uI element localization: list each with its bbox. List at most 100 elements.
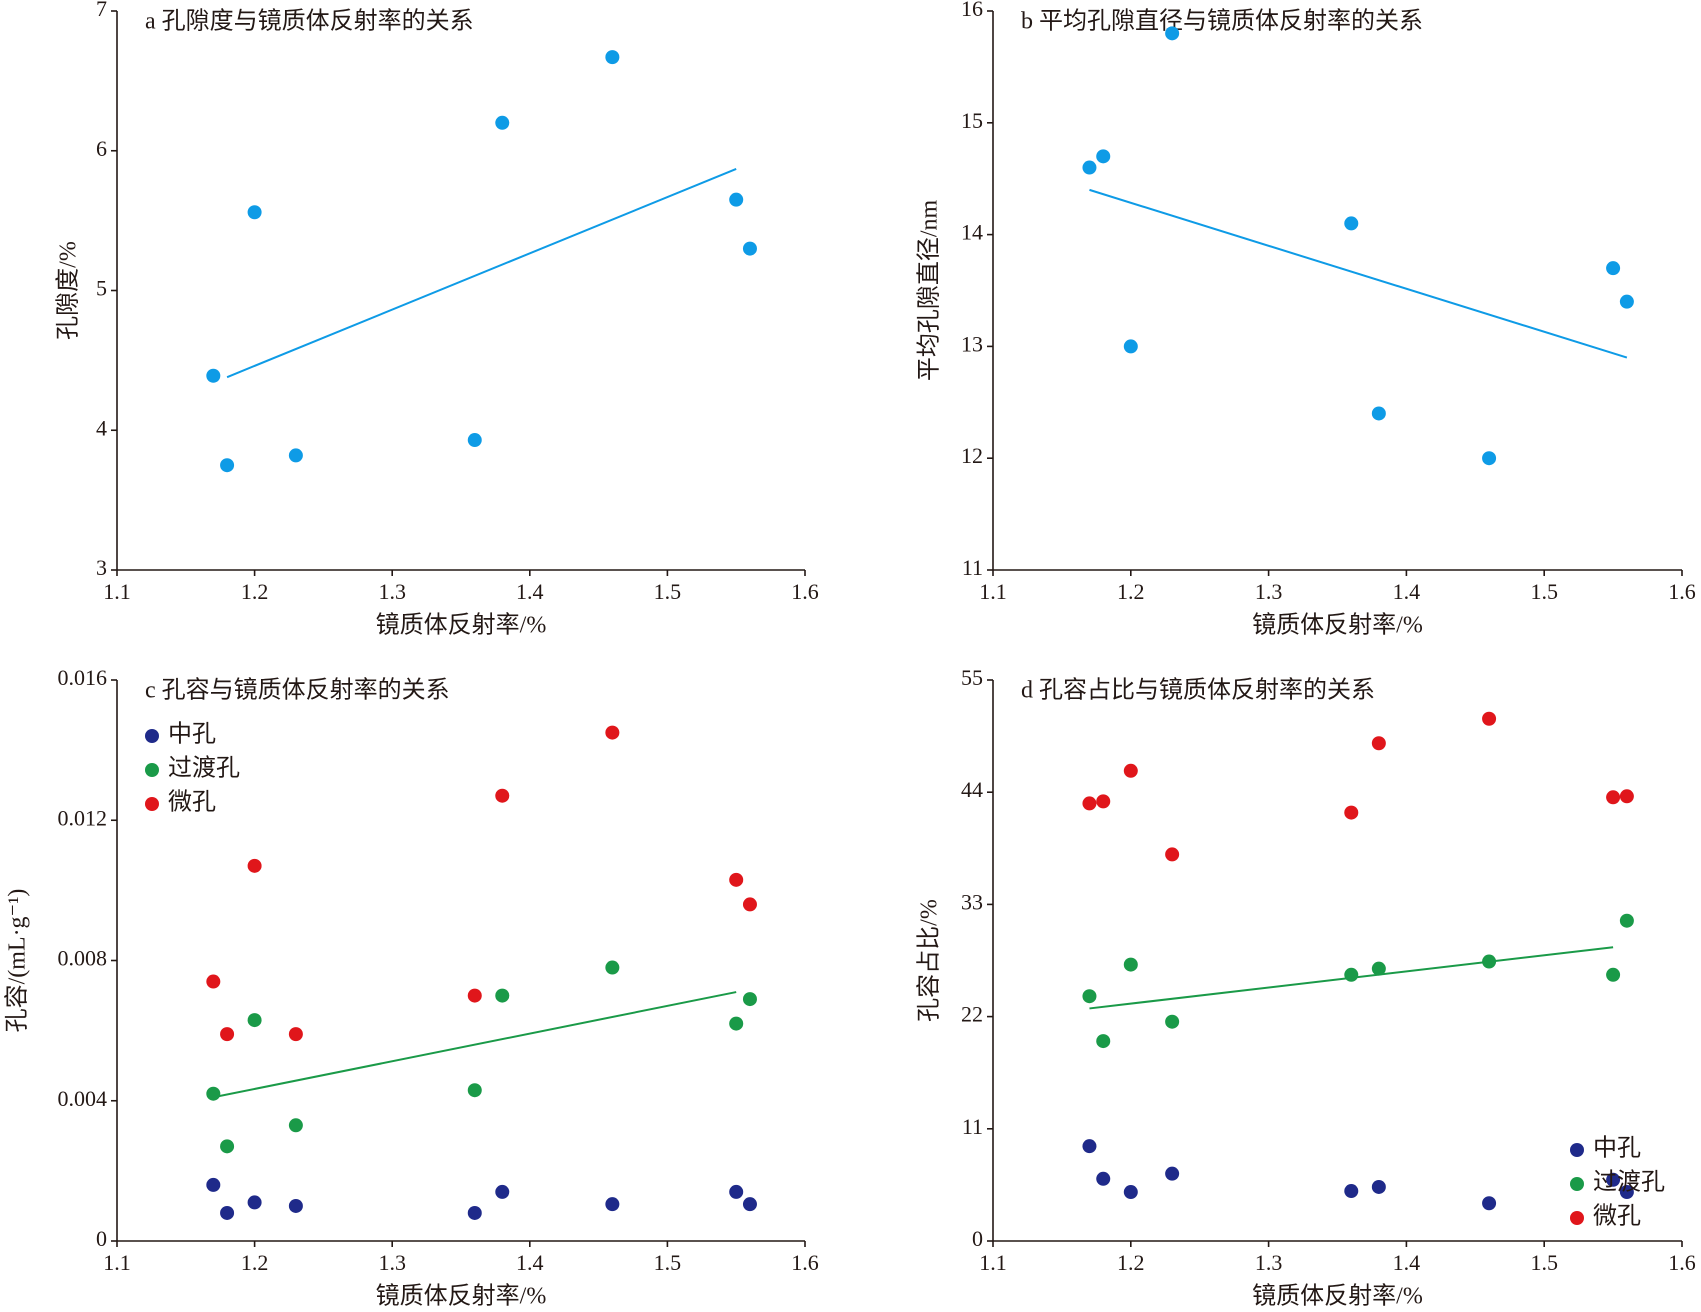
point [742,992,757,1007]
y-tick-label: 11 [962,1114,983,1139]
point [1344,805,1359,820]
x-tick-label: 1.6 [791,579,819,604]
x-axis-label: 镜质体反射率/% [1252,1283,1423,1310]
y-tick-label: 55 [961,665,983,690]
point [467,988,482,1003]
trendline [226,167,737,379]
point [742,1197,757,1212]
point [467,1083,482,1098]
point [729,872,744,887]
y-tick-label: 15 [961,108,983,133]
point [220,1027,235,1042]
point [1482,954,1497,969]
point [1096,794,1111,809]
panel: 0 11 22 33 44 55 1.1 1.2 1.3 1.4 1.5 1.6 镜质体反射率/% 孔容占… [916,665,1696,1309]
point [1482,711,1497,726]
chart-title: d 孔容占比与镜质体反射率的关系 [1021,677,1375,704]
point [1371,736,1386,751]
point [605,960,620,975]
point [206,974,221,989]
point [467,433,482,448]
point [495,988,510,1003]
point [1344,1184,1359,1199]
point [288,448,303,463]
point [1371,406,1386,421]
point [495,1184,510,1199]
point [1606,261,1621,276]
x-axis-label: 镜质体反射率/% [1252,612,1423,639]
y-axis-label: 孔隙度/% [55,241,82,340]
x-tick-label: 1.5 [654,1250,682,1275]
x-tick-label: 1.1 [979,579,1007,604]
legend-label: 微孔 [1593,1203,1641,1230]
point [1165,1014,1180,1029]
point [206,1177,221,1192]
point [220,1205,235,1220]
point [467,1205,482,1220]
x-tick-label: 1.6 [791,1250,819,1275]
point [288,1198,303,1213]
point [1482,1196,1497,1211]
point [220,458,235,473]
x-tick-label: 1.1 [979,1250,1007,1275]
point [1082,796,1097,811]
point [1165,26,1180,41]
legend-label: 过渡孔 [168,755,240,782]
y-tick-label: 0.012 [58,805,108,830]
y-tick-label: 0.008 [58,946,108,971]
chart-title: c 孔容与镜质体反射率的关系 [145,677,450,704]
y-tick-label: 4 [96,415,107,440]
legend-marker [145,797,159,811]
panel: 11 12 13 14 15 16 1.1 1.2 1.3 1.4 1.5 1.6 镜质体反射率/% 平均… [916,0,1696,639]
x-tick-label: 1.3 [378,1250,406,1275]
x-tick-label: 1.4 [516,1250,544,1275]
point [742,897,757,912]
point [1123,763,1138,778]
y-tick-label: 0.004 [58,1086,108,1111]
trendline [213,991,737,1099]
legend-marker [145,729,159,743]
legend-label: 微孔 [168,789,216,816]
legend-marker [1570,1143,1584,1157]
y-tick-label: 13 [961,331,983,356]
point [1096,1171,1111,1186]
x-tick-label: 1.1 [103,579,131,604]
legend-label: 中孔 [1593,1135,1641,1162]
point [729,192,744,207]
y-tick-label: 44 [961,777,983,802]
point [1606,967,1621,982]
point [247,1195,262,1210]
y-axis-label: 平均孔隙直径/nm [916,200,943,382]
legend-label: 过渡孔 [1593,1169,1665,1196]
point [495,115,510,130]
point [1082,1139,1097,1154]
y-tick-label: 7 [96,0,107,21]
point [1123,339,1138,354]
panel: 0 0.004 0.008 0.012 0.016 1.1 1.2 1.3 1.4 1.5 1.6 镜… [4,665,819,1309]
x-tick-label: 1.4 [1393,1250,1421,1275]
point [206,368,221,383]
point [247,1013,262,1028]
point [1619,1185,1634,1200]
x-tick-label: 1.3 [378,579,406,604]
point [605,50,620,65]
x-axis-label: 镜质体反射率/% [376,612,547,639]
point [742,241,757,256]
y-tick-label: 12 [961,443,983,468]
point [1619,913,1634,928]
x-tick-label: 1.5 [1530,579,1558,604]
point [1096,149,1111,164]
point [206,1086,221,1101]
y-tick-label: 3 [96,555,107,580]
point [1082,160,1097,175]
point [247,205,262,220]
point [1082,989,1097,1004]
y-tick-label: 5 [96,276,107,301]
point [247,858,262,873]
point [1619,294,1634,309]
x-axis-label: 镜质体反射率/% [376,1283,547,1310]
y-tick-label: 0 [972,1226,983,1251]
